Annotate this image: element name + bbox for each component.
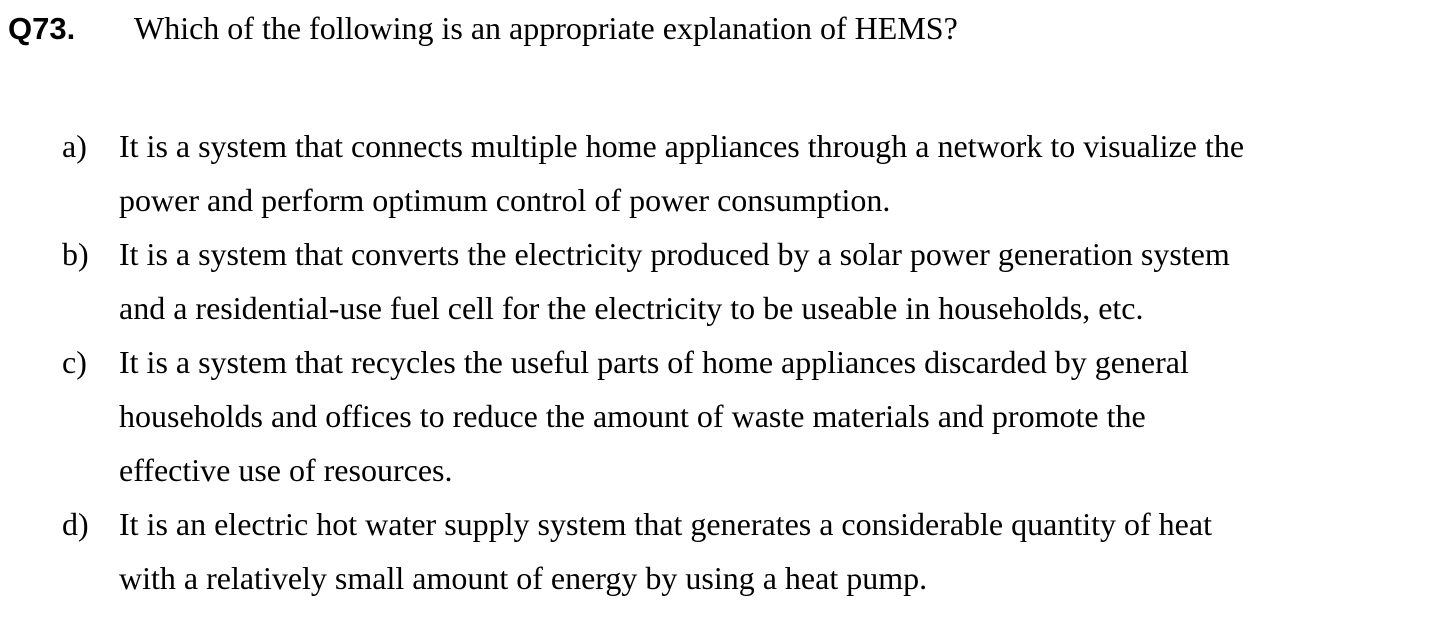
option-line: It is a system that converts the electri… [119,236,1230,272]
option-c: c) It is a system that recycles the usef… [62,335,1402,497]
option-text: It is an electric hot water supply syste… [119,497,1402,605]
question-header: Q73. Which of the following is an approp… [8,10,958,47]
option-b: b) It is a system that converts the elec… [62,227,1402,335]
option-letter: a) [62,128,87,164]
option-line: It is an electric hot water supply syste… [119,506,1212,542]
option-line: households and offices to reduce the amo… [119,398,1146,434]
option-line: effective use of resources. [119,452,453,488]
question-number: Q73. [8,11,76,46]
option-line: and a residential-use fuel cell for the … [119,290,1144,326]
option-line: power and perform optimum control of pow… [119,182,891,218]
option-letter: b) [62,236,89,272]
question-text: Which of the following is an appropriate… [134,10,958,46]
option-letter: c) [62,344,87,380]
option-letter: d) [62,506,89,542]
option-text: It is a system that recycles the useful … [119,335,1402,497]
answer-options: a) It is a system that connects multiple… [62,119,1402,605]
option-line: It is a system that connects multiple ho… [119,128,1245,164]
option-line: It is a system that recycles the useful … [119,344,1189,380]
option-a: a) It is a system that connects multiple… [62,119,1402,227]
option-text: It is a system that connects multiple ho… [119,119,1402,227]
option-line: with a relatively small amount of energy… [119,560,928,596]
option-d: d) It is an electric hot water supply sy… [62,497,1402,605]
option-text: It is a system that converts the electri… [119,227,1402,335]
